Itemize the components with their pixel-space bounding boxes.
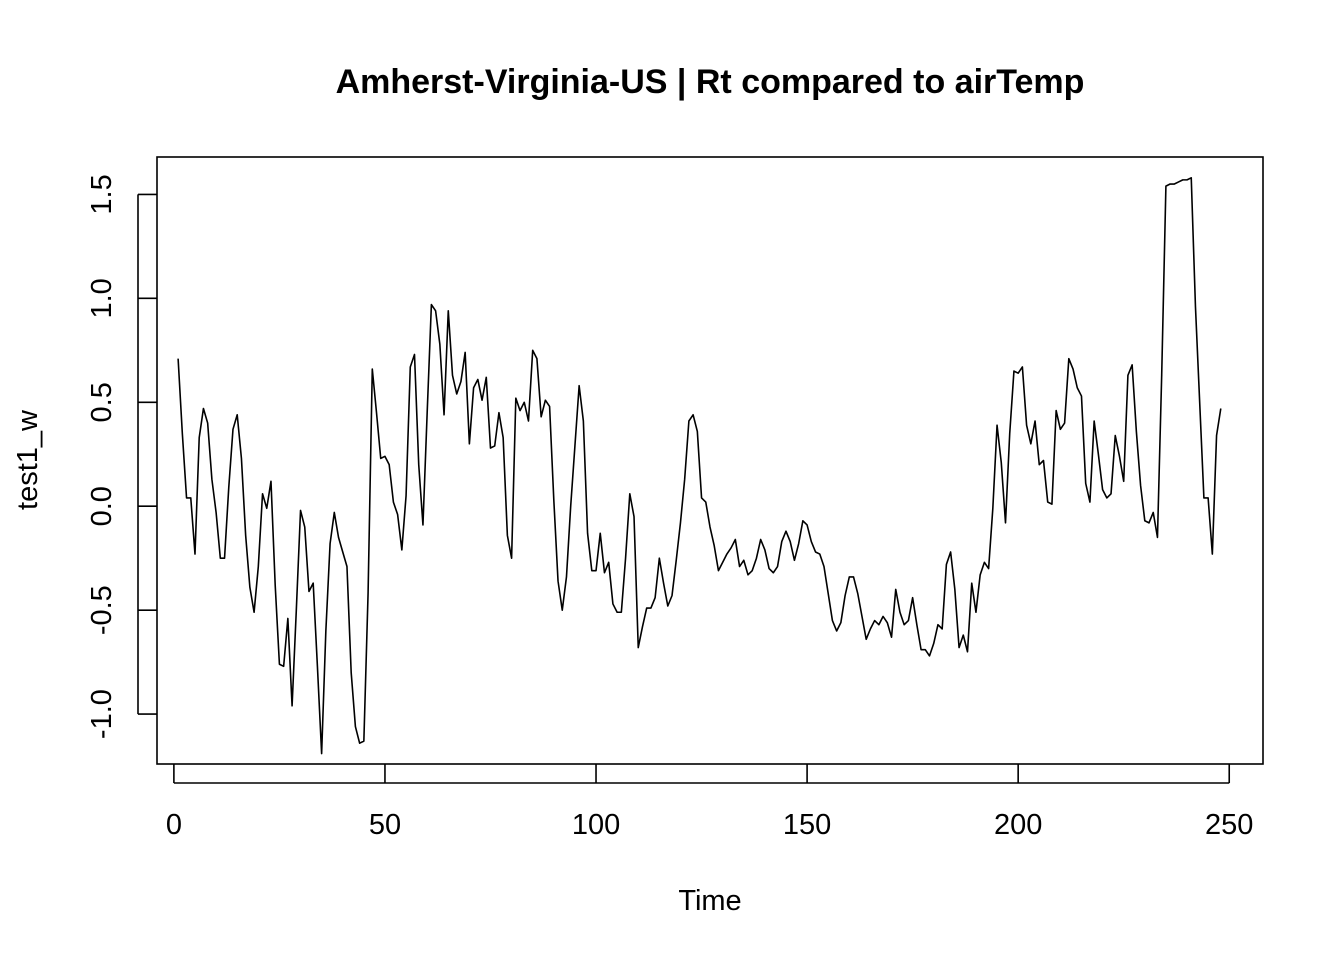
y-tick-label-0.0: 0.0 <box>86 486 118 526</box>
x-tick-label-100: 100 <box>572 809 620 841</box>
x-tick-label-0: 0 <box>166 809 182 841</box>
y-axis: -1.0 -0.5 0.0 0.5 1.0 1.5 <box>86 174 157 739</box>
x-tick-label-250: 250 <box>1205 809 1253 841</box>
chart-title: Amherst-Virginia-US | Rt compared to air… <box>336 63 1085 101</box>
y-tick-label-0.5: 0.5 <box>86 382 118 422</box>
plot-frame <box>156 156 1264 765</box>
x-tick-label-200: 200 <box>994 809 1042 841</box>
x-axis: 0 50 100 150 200 250 <box>166 764 1253 841</box>
x-tick-label-50: 50 <box>369 809 401 841</box>
y-tick-label-1.5: 1.5 <box>86 174 118 214</box>
y-tick-label--1.0: -1.0 <box>86 689 118 739</box>
x-tick-label-150: 150 <box>783 809 831 841</box>
y-axis-label: test1_w <box>12 409 44 510</box>
x-axis-label: Time <box>678 885 741 917</box>
y-tick-label--0.5: -0.5 <box>86 585 118 635</box>
y-tick-label-1.0: 1.0 <box>86 278 118 318</box>
series-line-test1-w <box>177 176 1222 755</box>
